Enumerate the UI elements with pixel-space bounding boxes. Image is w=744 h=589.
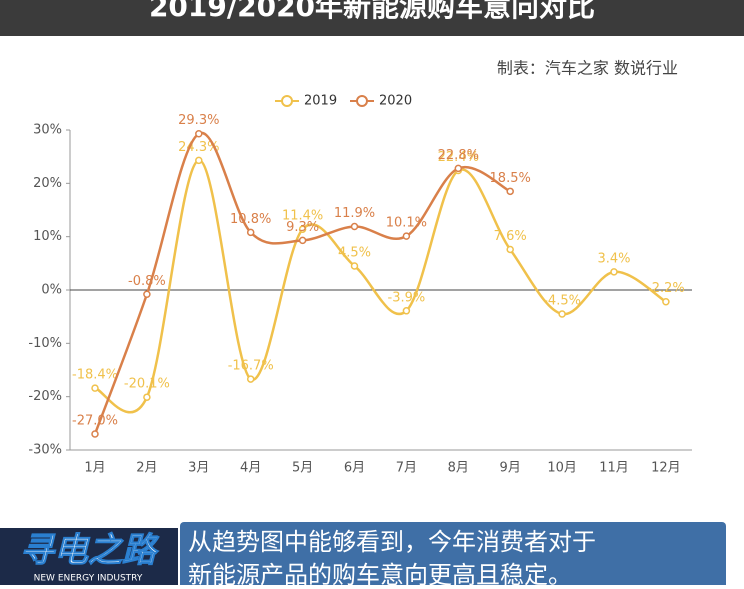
- x-tick-label: 6月: [344, 461, 365, 476]
- legend-marker: [281, 95, 293, 107]
- y-tick-label: -30%: [28, 443, 62, 458]
- value-label: 11.4%: [282, 209, 323, 224]
- series-line: [93, 131, 511, 435]
- value-label: 18.5%: [490, 171, 531, 186]
- x-tick-label: 9月: [500, 461, 521, 476]
- value-label: -4.5%: [543, 294, 581, 309]
- point: [143, 393, 151, 401]
- x-tick-label: 1月: [84, 461, 105, 476]
- value-label: -27.0%: [72, 414, 118, 429]
- point: [662, 297, 670, 306]
- legend-marker: [356, 95, 368, 107]
- y-tick-label: -10%: [28, 336, 62, 351]
- point: [454, 164, 463, 173]
- point: [402, 232, 411, 240]
- series-line: [94, 159, 667, 414]
- point: [298, 225, 307, 233]
- value-label: 29.3%: [178, 113, 219, 128]
- y-tick-label: 30%: [33, 123, 62, 138]
- point: [506, 245, 514, 254]
- value-label: 22.8%: [438, 148, 479, 163]
- point: [298, 236, 307, 245]
- value-label: -16.7%: [228, 359, 274, 374]
- value-label: -20.1%: [124, 377, 170, 392]
- logo-title: 寻电之路: [20, 531, 160, 571]
- value-label: -2.2%: [647, 281, 685, 296]
- point: [558, 310, 566, 318]
- value-label: 10.1%: [386, 216, 427, 231]
- x-tick-label: 4月: [240, 461, 261, 476]
- point: [246, 228, 255, 237]
- x-tick-label: 12月: [651, 461, 681, 476]
- x-tick-label: 11月: [599, 461, 629, 476]
- point: [91, 384, 99, 392]
- value-label: 4.5%: [338, 246, 371, 261]
- value-label: 11.9%: [334, 206, 375, 221]
- logo-bg: [0, 528, 178, 585]
- logo-subtitle: NEW ENERGY INDUSTRY: [34, 574, 143, 584]
- point: [402, 307, 411, 315]
- point: [350, 222, 359, 231]
- value-label: 10.8%: [230, 212, 271, 227]
- x-tick-label: 7月: [396, 461, 417, 476]
- point: [506, 187, 514, 196]
- point: [350, 262, 359, 270]
- point: [610, 268, 618, 276]
- point: [195, 129, 203, 138]
- x-tick-label: 2月: [136, 461, 157, 476]
- value-label: -18.4%: [72, 368, 118, 383]
- point: [246, 375, 255, 383]
- value-label: 22.4%: [438, 150, 479, 165]
- value-label: -3.9%: [388, 290, 426, 305]
- point: [195, 156, 203, 165]
- point: [143, 290, 151, 299]
- caption-box: [180, 522, 726, 589]
- legend-label: 2020: [379, 94, 412, 109]
- header-title: 2019/2020年新能源购车意向对比: [149, 0, 595, 23]
- subtitle: 制表：汽车之家 数说行业: [497, 59, 678, 78]
- legend-label: 2019: [304, 94, 337, 109]
- caption-line: 新能源产品的购车意向更高且稳定。: [188, 561, 572, 585]
- header-bar: [0, 0, 744, 36]
- value-label: -0.8%: [128, 274, 166, 289]
- x-tick-label: 10月: [547, 461, 577, 476]
- value-label: 3.4%: [597, 251, 630, 266]
- x-tick-label: 3月: [188, 461, 209, 476]
- y-tick-label: 0%: [41, 283, 62, 298]
- y-tick-label: -20%: [28, 389, 62, 404]
- y-tick-label: 20%: [33, 176, 62, 191]
- value-label: 9.3%: [286, 220, 319, 235]
- x-tick-label: 5月: [292, 461, 313, 476]
- point: [91, 430, 99, 438]
- y-tick-label: 10%: [33, 229, 62, 244]
- x-tick-label: 8月: [448, 461, 469, 476]
- caption-line: 从趋势图中能够看到，今年消费者对于: [188, 528, 596, 556]
- value-label: 7.6%: [494, 229, 527, 244]
